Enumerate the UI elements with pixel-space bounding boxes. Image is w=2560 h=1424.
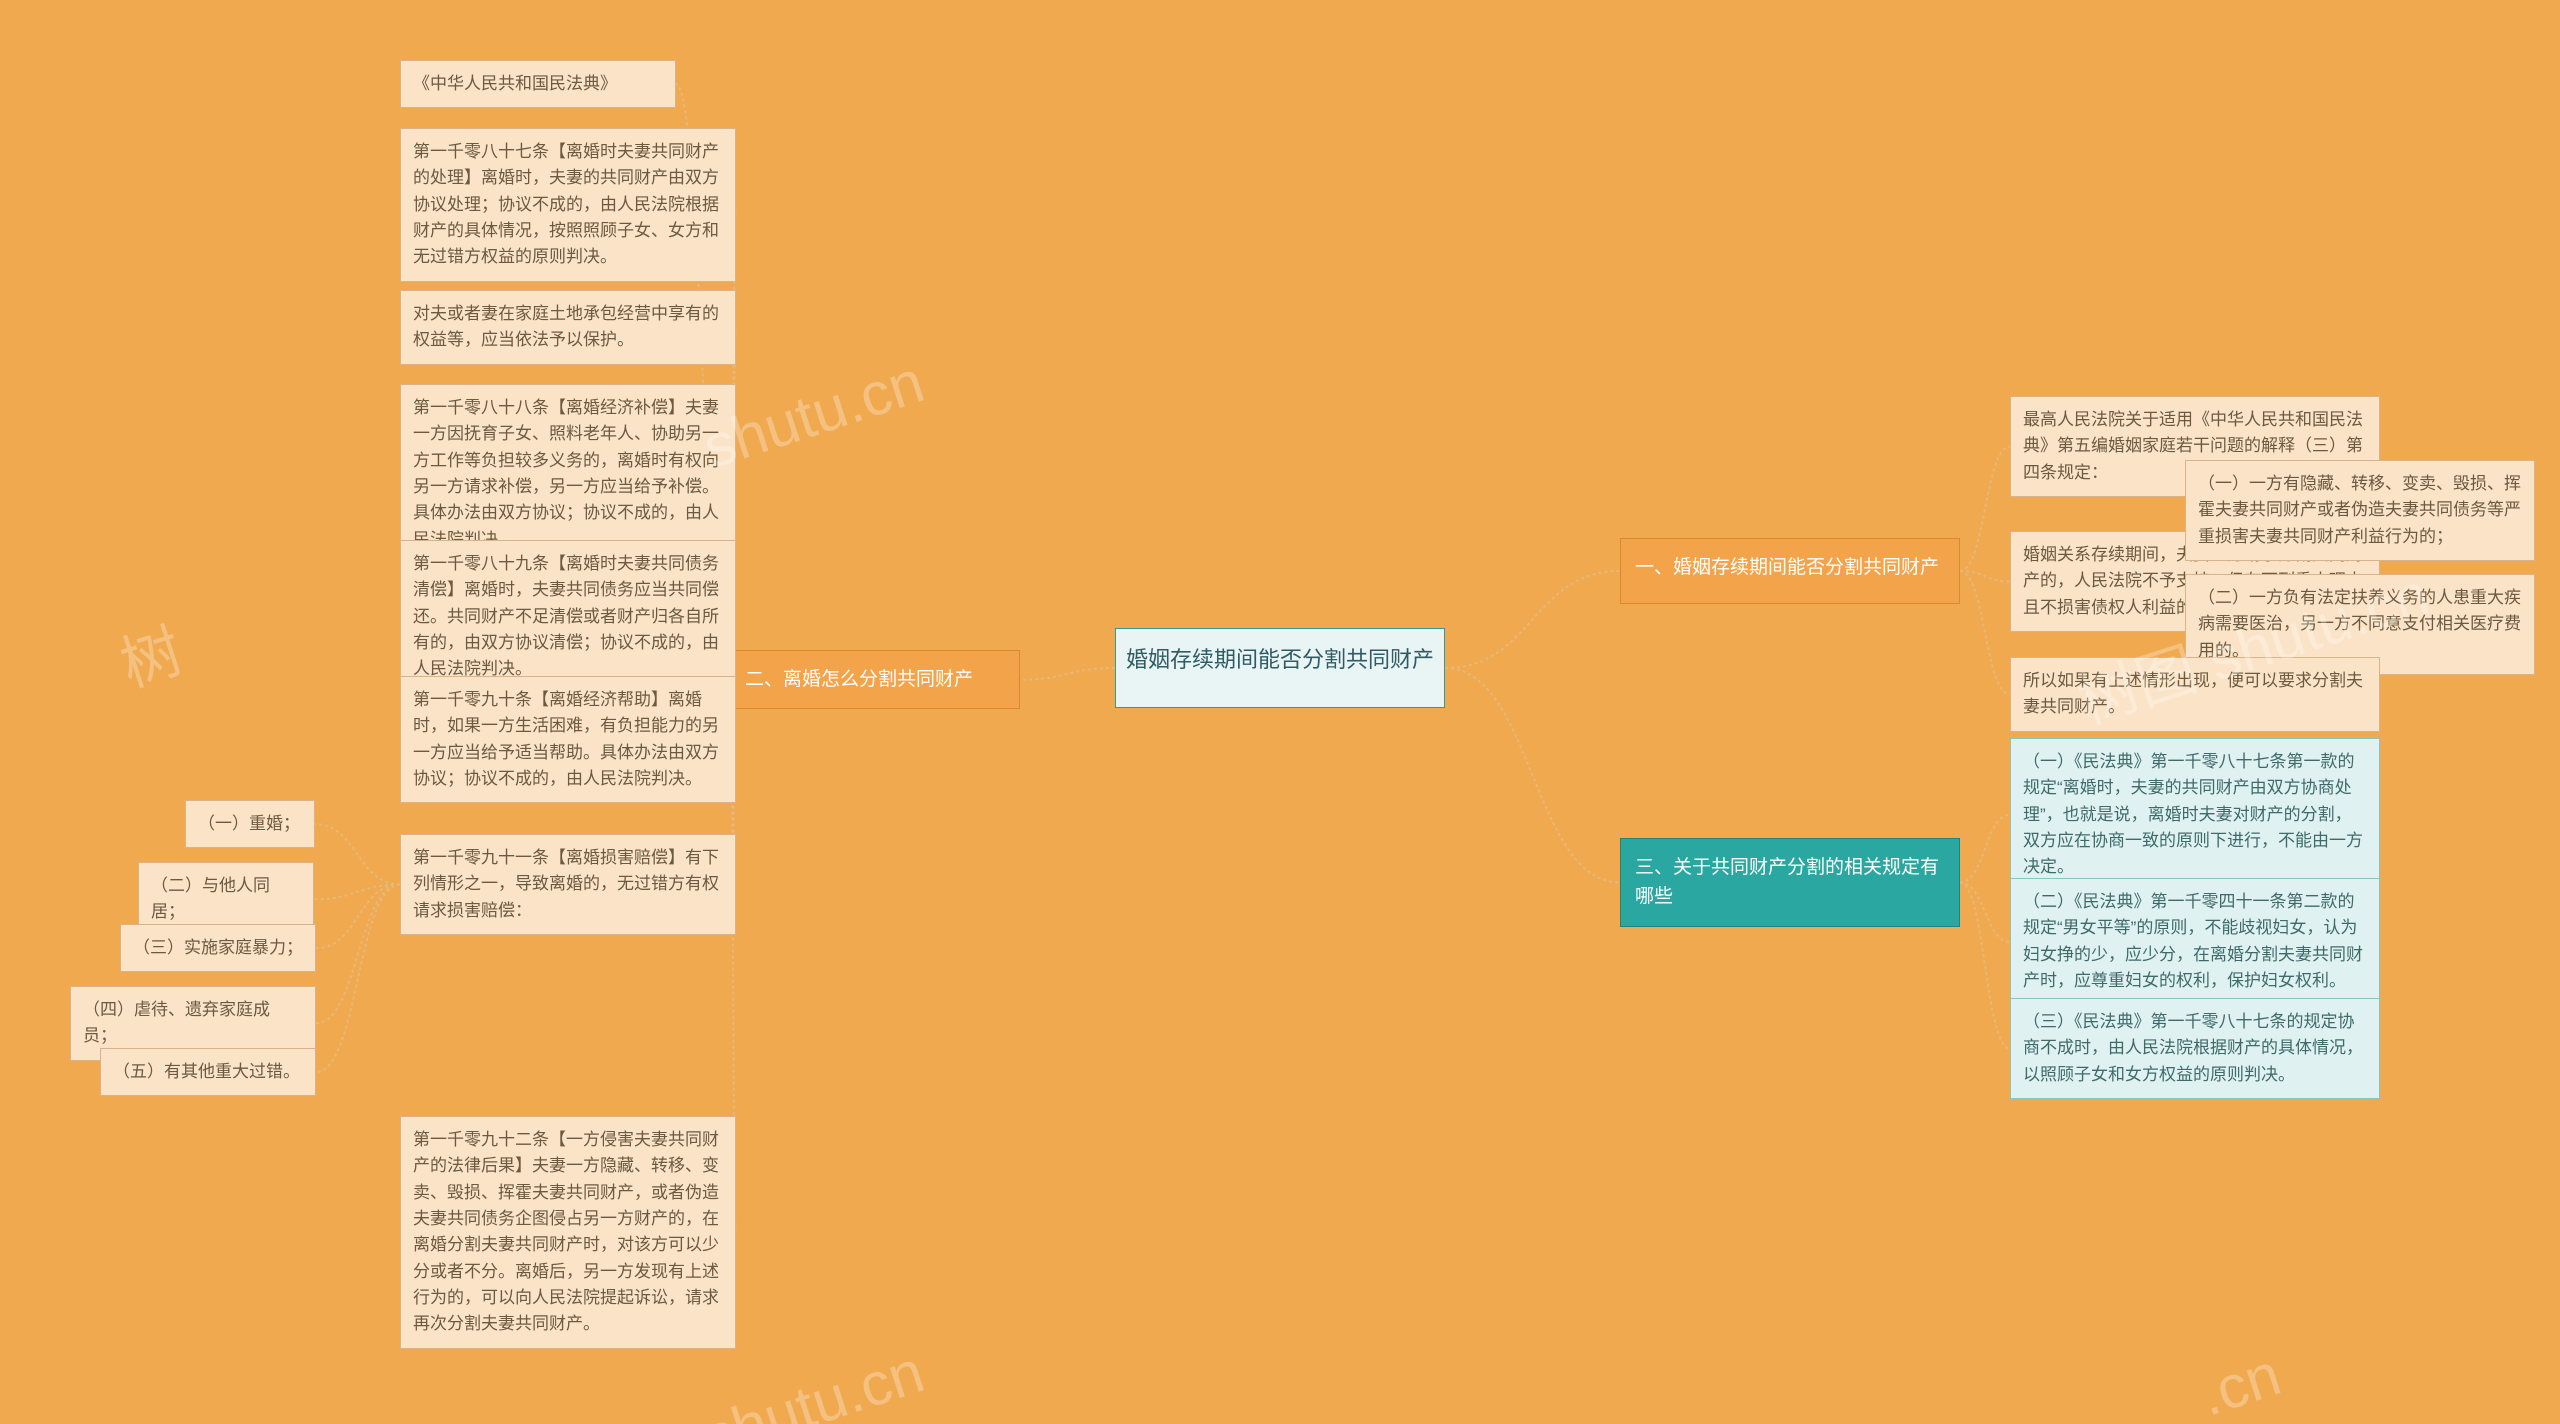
node-b1c3-label: 所以如果有上述情形出现，便可以要求分割夫妻共同财产。 (2023, 671, 2363, 716)
node-b3c1[interactable]: （一）《民法典》第一千零八十七条第一款的规定“离婚时，夫妻的共同财产由双方协商处… (2010, 738, 2380, 892)
node-b2c6-label: 第一千零九十条【离婚经济帮助】离婚时，如果一方生活困难，有负担能力的另一方应当给… (413, 690, 719, 788)
edge-b3-b3c1 (1960, 815, 2010, 883)
node-b2c1[interactable]: 《中华人民共和国民法典》 (400, 60, 676, 108)
edge-b2c7-b2c7b (314, 885, 400, 900)
node-b1c2b-label: （二）一方负有法定扶养义务的人患重大疾病需要医治，另一方不同意支付相关医疗费用的… (2198, 588, 2521, 660)
node-b2c1-label: 《中华人民共和国民法典》 (413, 74, 617, 93)
node-b2c7e-label: （五）有其他重大过错。 (113, 1062, 300, 1081)
node-b2c5-label: 第一千零八十九条【离婚时夫妻共同债务清偿】离婚时，夫妻共同债务应当共同偿还。共同… (413, 554, 719, 678)
edge-b3-b3c2 (1960, 882, 2010, 941)
edge-b2c7-b2c7d (316, 885, 400, 1024)
edge-b2c7-b2c7c (316, 885, 400, 949)
node-b2c7[interactable]: 第一千零九十一条【离婚损害赔偿】有下列情形之一，导致离婚的，无过错方有权请求损害… (400, 834, 736, 935)
node-b2c7c-label: （三）实施家庭暴力； (133, 938, 303, 957)
node-b2c7e[interactable]: （五）有其他重大过错。 (100, 1048, 316, 1096)
edge-root-b1 (1445, 571, 1620, 668)
node-b2c7a-label: （一）重婚； (198, 814, 300, 833)
node-b3-label: 三、关于共同财产分割的相关规定有哪些 (1635, 857, 1939, 907)
node-b2c5[interactable]: 第一千零八十九条【离婚时夫妻共同债务清偿】离婚时，夫妻共同债务应当共同偿还。共同… (400, 540, 736, 694)
mindmap-canvas: 婚姻存续期间能否分割共同财产一、婚姻存续期间能否分割共同财产最高人民法院关于适用… (0, 0, 2560, 1424)
node-b1[interactable]: 一、婚姻存续期间能否分割共同财产 (1620, 538, 1960, 604)
node-b1-label: 一、婚姻存续期间能否分割共同财产 (1635, 557, 1939, 578)
node-b3c3[interactable]: （三）《民法典》第一千零八十七条的规定协商不成时，由人民法院根据财产的具体情况，… (2010, 998, 2380, 1099)
edge-root-b3 (1445, 668, 1620, 882)
node-b2c3[interactable]: 对夫或者妻在家庭土地承包经营中享有的权益等，应当依法予以保护。 (400, 290, 736, 365)
node-b3[interactable]: 三、关于共同财产分割的相关规定有哪些 (1620, 838, 1960, 927)
node-b2c3-label: 对夫或者妻在家庭土地承包经营中享有的权益等，应当依法予以保护。 (413, 304, 719, 349)
edge-b1-b1c3 (1960, 571, 2010, 694)
watermark: shutu.cn (695, 1337, 932, 1424)
edge-root-b2 (1020, 668, 1115, 680)
edge-b2c7-b2c7a (315, 824, 400, 884)
node-b2c4-label: 第一千零八十八条【离婚经济补偿】夫妻一方因抚育子女、照料老年人、协助另一方工作等… (413, 398, 719, 549)
node-b3c2-label: （二）《民法典》第一千零四十一条第二款的规定“男女平等”的原则，不能歧视妇女，认… (2023, 892, 2363, 990)
node-b2-label: 二、离婚怎么分割共同财产 (745, 669, 973, 690)
node-root[interactable]: 婚姻存续期间能否分割共同财产 (1115, 628, 1445, 708)
node-b2c4[interactable]: 第一千零八十八条【离婚经济补偿】夫妻一方因抚育子女、照料老年人、协助另一方工作等… (400, 384, 736, 564)
node-b1c3[interactable]: 所以如果有上述情形出现，便可以要求分割夫妻共同财产。 (2010, 657, 2380, 732)
node-root-label: 婚姻存续期间能否分割共同财产 (1126, 647, 1434, 672)
node-b2c7-label: 第一千零九十一条【离婚损害赔偿】有下列情形之一，导致离婚的，无过错方有权请求损害… (413, 848, 719, 920)
node-b2c8[interactable]: 第一千零九十二条【一方侵害夫妻共同财产的法律后果】夫妻一方隐藏、转移、变卖、毁损… (400, 1116, 736, 1349)
node-b2c2-label: 第一千零八十七条【离婚时夫妻共同财产的处理】离婚时，夫妻的共同财产由双方协议处理… (413, 142, 719, 266)
node-b3c1-label: （一）《民法典》第一千零八十七条第一款的规定“离婚时，夫妻的共同财产由双方协商处… (2023, 752, 2363, 876)
node-b2c7b-label: （二）与他人同居； (151, 876, 270, 921)
node-b2[interactable]: 二、离婚怎么分割共同财产 (730, 650, 1020, 709)
node-b2c2[interactable]: 第一千零八十七条【离婚时夫妻共同财产的处理】离婚时，夫妻的共同财产由双方协议处理… (400, 128, 736, 282)
watermark: .cn (2191, 1339, 2288, 1424)
node-b3c3-label: （三）《民法典》第一千零八十七条的规定协商不成时，由人民法院根据财产的具体情况，… (2023, 1012, 2363, 1084)
node-b1c2a-label: （一）一方有隐藏、转移、变卖、毁损、挥霍夫妻共同财产或者伪造夫妻共同债务等严重损… (2198, 474, 2521, 546)
edge-b3-b3c3 (1960, 882, 2010, 1048)
node-b2c7d-label: （四）虐待、遗弃家庭成员； (83, 1000, 270, 1045)
node-b2c7a[interactable]: （一）重婚； (185, 800, 315, 848)
edge-b2c7-b2c7e (316, 885, 400, 1073)
edge-b1-b1c2 (1960, 571, 2010, 582)
node-b3c2[interactable]: （二）《民法典》第一千零四十一条第二款的规定“男女平等”的原则，不能歧视妇女，认… (2010, 878, 2380, 1005)
node-b2c6[interactable]: 第一千零九十条【离婚经济帮助】离婚时，如果一方生活困难，有负担能力的另一方应当给… (400, 676, 736, 803)
edge-b1-b1c1 (1960, 447, 2010, 571)
watermark: 树 (108, 603, 192, 704)
node-b2c7c[interactable]: （三）实施家庭暴力； (120, 924, 316, 972)
node-b2c8-label: 第一千零九十二条【一方侵害夫妻共同财产的法律后果】夫妻一方隐藏、转移、变卖、毁损… (413, 1130, 719, 1333)
node-b1c2a[interactable]: （一）一方有隐藏、转移、变卖、毁损、挥霍夫妻共同财产或者伪造夫妻共同债务等严重损… (2185, 460, 2535, 561)
